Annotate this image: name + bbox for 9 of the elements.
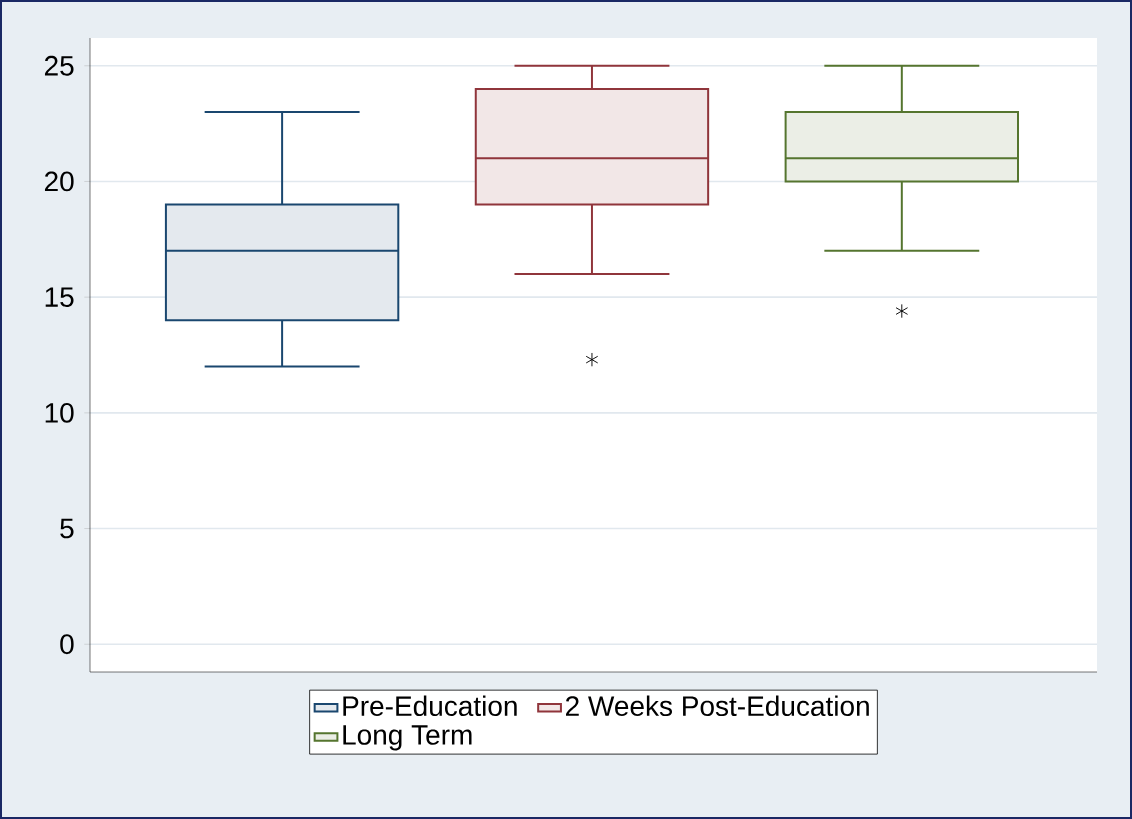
legend-label: Pre-Education <box>343 695 517 717</box>
y-tick-label: 5 <box>60 518 74 539</box>
legend-label: Long Term <box>343 725 472 751</box>
y-tick-label: 20 <box>44 171 74 192</box>
y-tick-label: 25 <box>44 55 74 76</box>
legend-label: 2 Weeks Post-Education <box>566 695 869 717</box>
y-tick-label: 15 <box>45 287 74 307</box>
y-tick-label: 0 <box>60 634 74 655</box>
y-tick-label: 10 <box>45 402 74 423</box>
